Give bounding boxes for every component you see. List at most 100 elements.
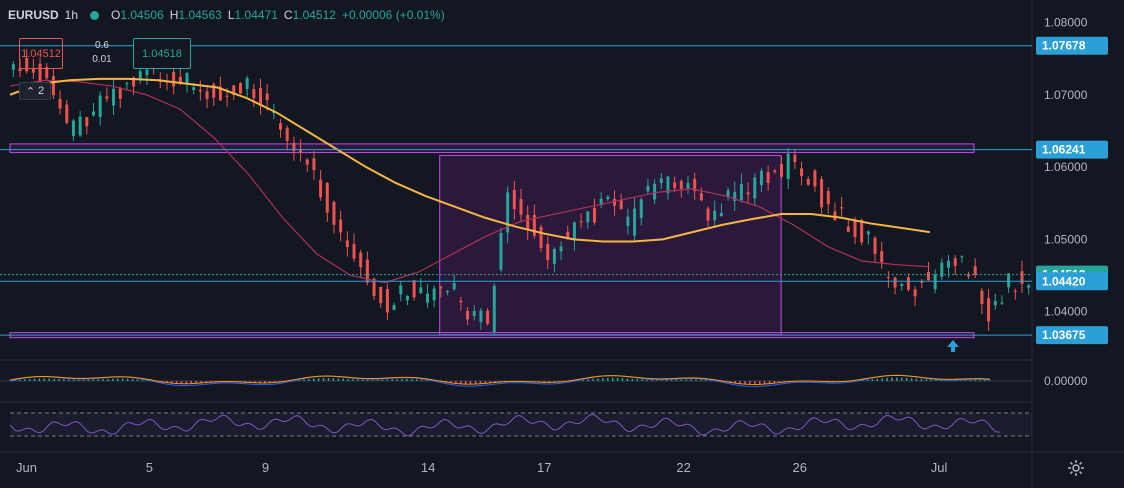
candle-body [780, 164, 784, 177]
candle-body [846, 226, 850, 232]
candle-body [866, 231, 870, 235]
candle-body [566, 231, 570, 239]
candle-body [726, 190, 730, 198]
sell-button[interactable]: 1.04512 [19, 38, 63, 69]
spread-bottom: 0.01 [92, 54, 112, 65]
signal-line [9, 374, 991, 385]
zone-rect [9, 143, 975, 154]
candle-body [279, 123, 283, 130]
candle-body [392, 305, 396, 310]
candle-body [425, 293, 429, 303]
candle-body [118, 88, 122, 99]
candle-body [586, 211, 590, 223]
candle-body [532, 214, 536, 236]
candle-body [519, 199, 523, 215]
price-label: 1.04420 [1042, 274, 1086, 288]
candle-body [506, 192, 510, 233]
candle-body [606, 196, 610, 200]
spread-top: 0.6 [95, 40, 109, 51]
candle-body [626, 216, 630, 226]
candle-body [666, 176, 670, 194]
candle-body [265, 93, 269, 101]
rsi-band [10, 413, 1032, 436]
candle-body [813, 170, 817, 187]
candle-body [198, 89, 202, 92]
price-label-bg [1036, 272, 1108, 291]
time-tick-label: 26 [792, 460, 806, 475]
candle-body [51, 76, 55, 96]
candle-body [11, 64, 15, 70]
candle-body [238, 83, 242, 94]
change-value: +0.00006 (+0.01%) [341, 8, 445, 22]
candle-body [285, 128, 289, 141]
candle-body [559, 246, 563, 252]
collapse-indicators-button[interactable]: ⌃ 2 [19, 82, 51, 100]
candle-body [713, 210, 717, 221]
candle-body [65, 104, 69, 123]
candle-body [900, 283, 904, 286]
candle-body [245, 78, 249, 90]
candle-body [619, 199, 623, 210]
candle-body [71, 120, 75, 136]
candle-body [372, 278, 376, 296]
candle-body [399, 285, 403, 295]
candle-body [679, 180, 683, 189]
candle-body [840, 207, 844, 209]
candle-body [472, 311, 476, 316]
time-tick-label: 17 [537, 460, 551, 475]
candle-body [659, 178, 663, 184]
candle-body [225, 95, 229, 97]
candle-body [312, 158, 316, 171]
candle-body [546, 244, 550, 260]
zone-rect [439, 154, 782, 336]
candle-body [960, 256, 964, 258]
candle-body [172, 71, 176, 87]
price-label: 1.06241 [1042, 143, 1086, 157]
candle-body [232, 85, 236, 96]
candle-body [105, 96, 109, 99]
candle-body [125, 83, 129, 85]
candle-body [25, 57, 29, 72]
candle-body [319, 179, 323, 198]
candle-body [58, 98, 62, 109]
interval-label[interactable]: 1h [64, 8, 79, 22]
candle-body [31, 68, 35, 73]
macd-zero-label: 0.00000 [1044, 374, 1088, 388]
time-tick-label: 22 [676, 460, 690, 475]
time-tick-label: 5 [146, 460, 153, 475]
candle-body [699, 193, 703, 201]
candle-body [192, 87, 196, 91]
candle-body [138, 71, 142, 80]
candle-body [305, 159, 309, 165]
candle-body [599, 198, 603, 206]
candle-body [653, 183, 657, 200]
candle-body [552, 248, 556, 264]
candle-body [940, 262, 944, 277]
candle-body [893, 277, 897, 288]
buy-button[interactable]: 1.04518 [133, 38, 191, 69]
macd-line [9, 374, 991, 388]
candle-body [746, 192, 750, 195]
candle-body [299, 149, 303, 153]
candle-body [993, 301, 997, 306]
candle-body [880, 251, 884, 263]
candle-body [466, 311, 470, 320]
candle-body [739, 183, 743, 201]
symbol-label[interactable]: EURUSD [8, 8, 59, 22]
open-key: O [111, 8, 121, 22]
low-value: 1.04471 [234, 8, 278, 22]
gear-icon[interactable] [1066, 458, 1086, 478]
high-key: H [169, 8, 179, 22]
candle-body [633, 208, 637, 236]
spread-display: 0.6 0.01 [64, 36, 140, 70]
chevron-up-icon: ⌃ [25, 85, 36, 98]
candle-body [132, 77, 136, 87]
time-tick-label: Jun [16, 460, 37, 475]
candle-body [833, 211, 837, 221]
candle-body [385, 289, 389, 313]
candle-body [112, 88, 116, 106]
candle-body [432, 288, 436, 301]
candle-body [459, 300, 463, 303]
price-tick-label: 1.08000 [1044, 15, 1088, 29]
